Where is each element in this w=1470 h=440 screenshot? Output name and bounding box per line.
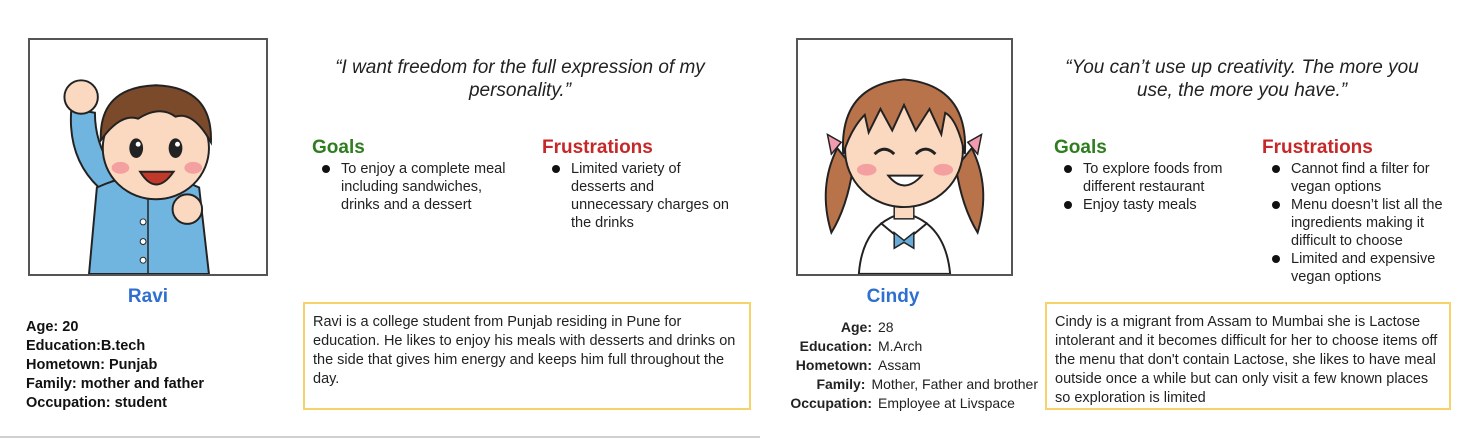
persona-name: Cindy [866, 286, 920, 307]
divider [0, 436, 760, 438]
list-item: Limited and expensive vegan options [1262, 250, 1448, 286]
detail-label: Age: [840, 319, 872, 335]
detail-family: Family: mother and father [26, 376, 205, 392]
detail-education: Education:B.tech [26, 338, 146, 354]
detail-occupation: Occupation: student [26, 395, 167, 411]
detail-value: Assam [878, 357, 921, 373]
goals-heading: Goals [1054, 137, 1107, 158]
detail-value: M.Arch [878, 338, 923, 354]
detail-age: Age: 28 [788, 318, 1038, 337]
persona-quote: “I want freedom for the full expression … [335, 57, 705, 101]
girl-smiling-icon [824, 78, 985, 274]
list-item: Menu doesn’t list all the ingredients ma… [1262, 196, 1448, 250]
persona-name: Ravi [127, 286, 169, 307]
goals-list: To explore foods from different restaura… [1054, 160, 1240, 214]
detail-hometown: Hometown: Punjab [26, 357, 158, 373]
frustrations-list: Cannot find a filter for vegan options M… [1262, 160, 1448, 286]
list-item: To explore foods from different restaura… [1054, 160, 1240, 196]
detail-hometown: Hometown: Assam [788, 356, 1038, 375]
persona-description: Ravi is a college student from Punjab re… [303, 302, 751, 410]
goals-list: To enjoy a complete meal including sandw… [312, 160, 518, 214]
detail-value: Employee at Livspace [878, 395, 1015, 411]
persona-details: Age: 28 Education: M.Arch Hometown: Assa… [788, 318, 1038, 413]
list-item: To enjoy a complete meal including sandw… [312, 160, 518, 214]
persona-details: Age: 20 Education:B.tech Hometown: Punja… [26, 318, 286, 413]
persona-quote: “You can’t use up creativity. The more y… [1065, 57, 1419, 101]
persona-photo-cindy [796, 38, 1013, 276]
detail-label: Family: [816, 376, 866, 392]
detail-value: Mother, Father and brother [871, 376, 1038, 392]
detail-label: Hometown: [795, 357, 872, 373]
detail-occupation: Occupation: Employee at Livspace [788, 394, 1038, 413]
goals-heading: Goals [312, 137, 365, 158]
list-item: Enjoy tasty meals [1054, 196, 1240, 214]
frustrations-heading: Frustrations [1262, 137, 1373, 158]
list-item: Cannot find a filter for vegan options [1262, 160, 1448, 196]
detail-family: Family: Mother, Father and brother [788, 375, 1038, 394]
detail-age: Age: 20 [26, 319, 79, 335]
persona-photo-ravi [28, 38, 268, 276]
boy-cheering-icon [63, 79, 212, 274]
persona-description: Cindy is a migrant from Assam to Mumbai … [1045, 302, 1451, 410]
detail-value: 28 [878, 319, 894, 335]
detail-education: Education: M.Arch [788, 337, 1038, 356]
detail-label: Education: [799, 338, 872, 354]
frustrations-heading: Frustrations [542, 137, 653, 158]
frustrations-list: Limited variety of desserts and unnecess… [542, 160, 738, 232]
detail-label: Occupation: [790, 395, 872, 411]
list-item: Limited variety of desserts and unnecess… [542, 160, 738, 232]
